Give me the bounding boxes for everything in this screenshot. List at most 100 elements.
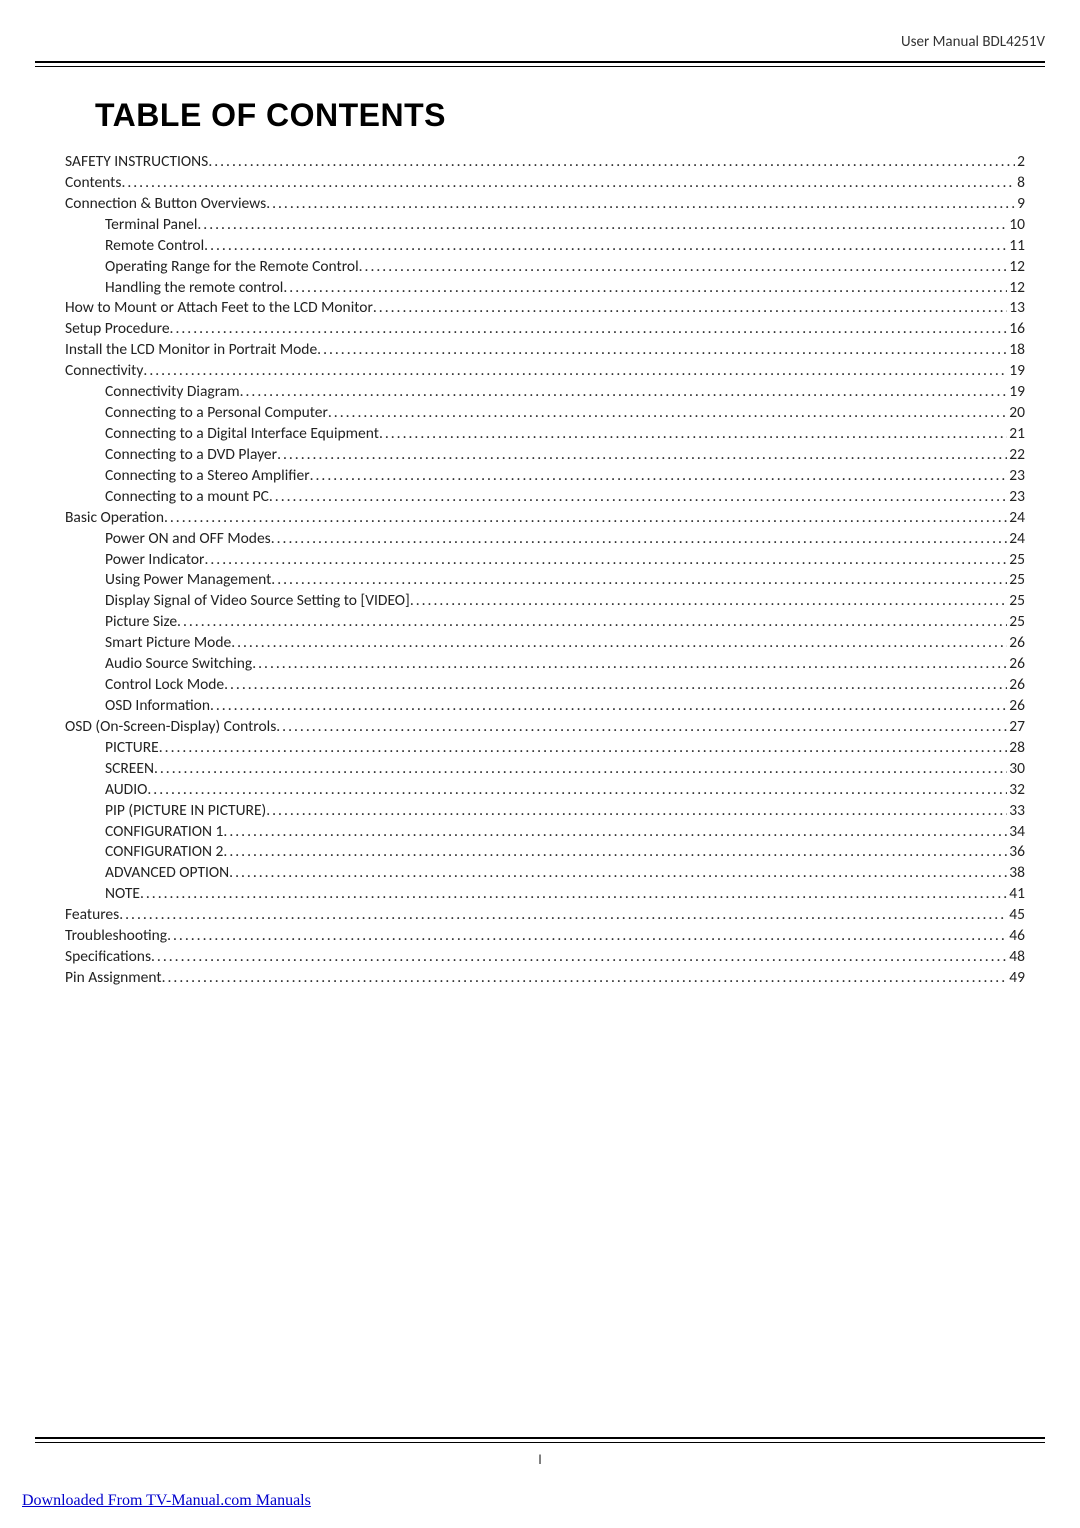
toc-entry-label: Using Power Management: [105, 570, 271, 591]
toc-entry-page: 25: [1007, 550, 1025, 571]
toc-entry-label: CONFIGURATION 1: [105, 822, 223, 843]
toc-entry[interactable]: Using Power Management25: [65, 570, 1025, 591]
toc-leader-dots: [229, 863, 1007, 884]
toc-entry[interactable]: OSD (On-Screen-Display) Controls27: [65, 717, 1025, 738]
toc-leader-dots: [276, 717, 1007, 738]
toc-entry[interactable]: CONFIGURATION 236: [65, 842, 1025, 863]
toc-entry-label: AUDIO: [105, 780, 147, 801]
toc-entry[interactable]: Control Lock Mode26: [65, 675, 1025, 696]
toc-entry-label: Connection & Button Overviews: [65, 194, 266, 215]
toc-entry[interactable]: SCREEN30: [65, 759, 1025, 780]
toc-entry[interactable]: SAFETY INSTRUCTIONS2: [65, 152, 1025, 173]
toc-entry[interactable]: Audio Source Switching26: [65, 654, 1025, 675]
page-number: I: [0, 1451, 1080, 1468]
download-source-link[interactable]: Downloaded From TV-Manual.com Manuals: [22, 1492, 311, 1510]
toc-entry[interactable]: NOTE41: [65, 884, 1025, 905]
toc-entry[interactable]: Connectivity Diagram19: [65, 382, 1025, 403]
toc-leader-dots: [170, 319, 1008, 340]
toc-entry-label: ADVANCED OPTION: [105, 863, 229, 884]
toc-entry[interactable]: Connecting to a mount PC 23: [65, 487, 1025, 508]
toc-entry[interactable]: Pin Assignment49: [65, 968, 1025, 989]
toc-entry[interactable]: Picture Size25: [65, 612, 1025, 633]
toc-entry-page: 49: [1007, 968, 1025, 989]
toc-entry[interactable]: Power ON and OFF Modes 24: [65, 529, 1025, 550]
toc-entry-label: Power ON and OFF Modes: [105, 529, 271, 550]
toc-entry[interactable]: Remote Control11: [65, 236, 1025, 257]
table-of-contents: SAFETY INSTRUCTIONS2Contents8Connection …: [65, 152, 1025, 989]
toc-entry-label: Connecting to a mount PC: [105, 487, 269, 508]
toc-entry[interactable]: ADVANCED OPTION38: [65, 863, 1025, 884]
toc-entry-page: 23: [1007, 487, 1025, 508]
toc-entry[interactable]: Features45: [65, 905, 1025, 926]
toc-leader-dots: [269, 487, 1007, 508]
toc-leader-dots: [154, 759, 1007, 780]
toc-leader-dots: [317, 340, 1007, 361]
toc-leader-dots: [223, 822, 1007, 843]
toc-entry-label: Operating Range for the Remote Control: [105, 257, 359, 278]
toc-entry-page: 26: [1007, 696, 1025, 717]
toc-entry[interactable]: Install the LCD Monitor in Portrait Mode…: [65, 340, 1025, 361]
toc-entry-page: 24: [1007, 529, 1025, 550]
toc-leader-dots: [162, 968, 1008, 989]
toc-leader-dots: [231, 633, 1007, 654]
toc-entry[interactable]: PIP (PICTURE IN PICTURE) 33: [65, 801, 1025, 822]
toc-leader-dots: [240, 382, 1008, 403]
toc-entry-label: SCREEN: [105, 759, 154, 780]
toc-entry[interactable]: CONFIGURATION 1 34: [65, 822, 1025, 843]
toc-leader-dots: [164, 508, 1007, 529]
toc-entry[interactable]: Setup Procedure16: [65, 319, 1025, 340]
toc-leader-dots: [283, 278, 1007, 299]
toc-entry[interactable]: Troubleshooting 46: [65, 926, 1025, 947]
toc-entry-label: Remote Control: [105, 236, 204, 257]
toc-entry-page: 13: [1007, 298, 1025, 319]
toc-entry[interactable]: Connecting to a Stereo Amplifier23: [65, 466, 1025, 487]
toc-entry[interactable]: Specifications48: [65, 947, 1025, 968]
toc-leader-dots: [410, 591, 1007, 612]
toc-entry[interactable]: Terminal Panel10: [65, 215, 1025, 236]
toc-entry[interactable]: Handling the remote control12: [65, 278, 1025, 299]
toc-entry-label: Contents: [65, 173, 121, 194]
toc-entry[interactable]: Operating Range for the Remote Control12: [65, 257, 1025, 278]
toc-entry[interactable]: Connecting to a DVD Player22: [65, 445, 1025, 466]
toc-entry-label: Troubleshooting: [65, 926, 167, 947]
toc-entry[interactable]: Connection & Button Overviews 9: [65, 194, 1025, 215]
toc-leader-dots: [177, 612, 1007, 633]
toc-entry[interactable]: Connectivity19: [65, 361, 1025, 382]
toc-entry[interactable]: How to Mount or Attach Feet to the LCD M…: [65, 298, 1025, 319]
toc-leader-dots: [140, 884, 1007, 905]
toc-entry[interactable]: Contents8: [65, 173, 1025, 194]
toc-entry[interactable]: Basic Operation24: [65, 508, 1025, 529]
toc-entry-label: Smart Picture Mode: [105, 633, 231, 654]
toc-entry[interactable]: Connecting to a Personal Computer20: [65, 403, 1025, 424]
toc-entry-page: 46: [1007, 926, 1025, 947]
toc-entry-label: PIP (PICTURE IN PICTURE): [105, 801, 266, 822]
toc-leader-dots: [379, 424, 1007, 445]
toc-leader-dots: [121, 173, 1015, 194]
toc-leader-dots: [147, 780, 1007, 801]
footer-rule: [35, 1437, 1045, 1443]
toc-entry-page: 9: [1015, 194, 1025, 215]
toc-entry-page: 26: [1007, 633, 1025, 654]
toc-entry[interactable]: OSD Information26: [65, 696, 1025, 717]
toc-entry-page: 33: [1007, 801, 1025, 822]
toc-leader-dots: [204, 550, 1007, 571]
toc-leader-dots: [266, 801, 1007, 822]
toc-entry[interactable]: Connecting to a Digital Interface Equipm…: [65, 424, 1025, 445]
toc-leader-dots: [119, 905, 1007, 926]
toc-entry[interactable]: Display Signal of Video Source Setting t…: [65, 591, 1025, 612]
toc-leader-dots: [271, 570, 1007, 591]
toc-entry[interactable]: Smart Picture Mode 26: [65, 633, 1025, 654]
toc-entry-label: Specifications: [65, 947, 151, 968]
toc-entry-label: Install the LCD Monitor in Portrait Mode: [65, 340, 317, 361]
toc-leader-dots: [252, 654, 1007, 675]
toc-entry[interactable]: AUDIO32: [65, 780, 1025, 801]
toc-entry-page: 20: [1007, 403, 1025, 424]
toc-entry-page: 23: [1007, 466, 1025, 487]
toc-entry-page: 26: [1007, 675, 1025, 696]
toc-entry-page: 45: [1007, 905, 1025, 926]
toc-entry-page: 34: [1007, 822, 1025, 843]
toc-entry[interactable]: PICTURE28: [65, 738, 1025, 759]
toc-entry[interactable]: Power Indicator25: [65, 550, 1025, 571]
toc-entry-label: Audio Source Switching: [105, 654, 252, 675]
toc-entry-label: Connecting to a DVD Player: [105, 445, 277, 466]
